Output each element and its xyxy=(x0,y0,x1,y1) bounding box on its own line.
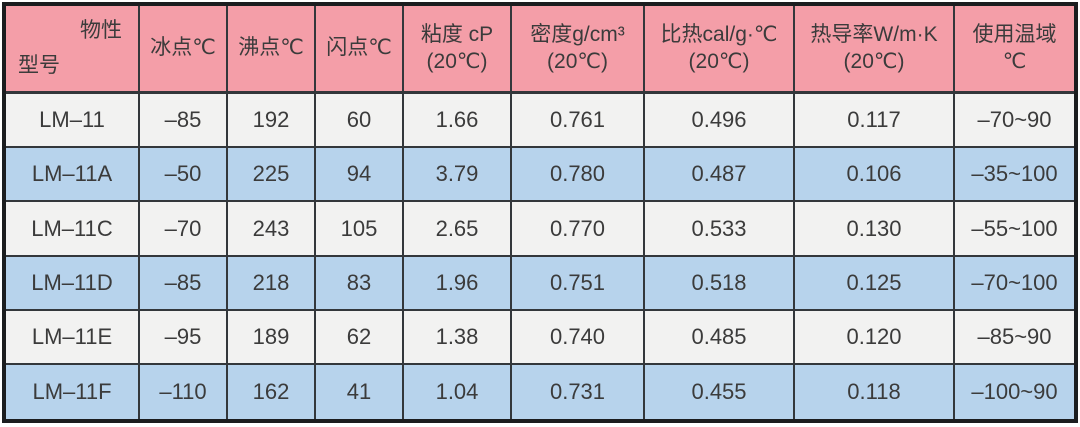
value-cell: 3.79 xyxy=(404,148,512,203)
model-cell: LM–11C xyxy=(6,202,140,257)
header-sublabel: ℃ xyxy=(1002,49,1027,73)
header-cell-thermal-conductivity: 热导率W/m·K (20℃) xyxy=(795,6,955,94)
value-cell: 0.117 xyxy=(795,94,955,149)
value-cell: 1.96 xyxy=(404,256,512,311)
value-cell: –70 xyxy=(140,202,228,257)
value-cell: 60 xyxy=(316,94,404,149)
value-cell: 0.120 xyxy=(795,310,955,365)
value-cell: 1.38 xyxy=(404,310,512,365)
model-cell: LM–11E xyxy=(6,310,140,365)
header-sublabel: (20℃) xyxy=(547,49,608,73)
header-cell-viscosity: 粘度 cP (20℃) xyxy=(404,6,512,94)
value-cell: 41 xyxy=(316,364,404,419)
value-cell: –85 xyxy=(140,94,228,149)
header-label: 使用温域 xyxy=(972,23,1057,47)
value-cell: –35~100 xyxy=(955,148,1074,203)
value-cell: 225 xyxy=(228,148,316,203)
value-cell: 0.731 xyxy=(512,364,645,419)
value-cell: –100~90 xyxy=(955,364,1074,419)
header-label: 沸点℃ xyxy=(238,36,304,60)
value-cell: –70~90 xyxy=(955,94,1074,149)
value-cell: 62 xyxy=(316,310,404,365)
value-cell: 0.740 xyxy=(512,310,645,365)
value-cell: 0.485 xyxy=(645,310,795,365)
value-cell: 162 xyxy=(228,364,316,419)
value-cell: 0.780 xyxy=(512,148,645,203)
value-cell: –55~100 xyxy=(955,202,1074,257)
header-label: 密度g/cm³ xyxy=(530,23,625,47)
header-sublabel: (20℃) xyxy=(426,49,488,73)
value-cell: 2.65 xyxy=(404,202,512,257)
header-cell-temp-range: 使用温域 ℃ xyxy=(955,6,1074,94)
header-cell-freezing-point: 冰点℃ xyxy=(140,6,228,94)
value-cell: 0.770 xyxy=(512,202,645,257)
diagonal-label-model: 型号 xyxy=(18,53,60,77)
header-sublabel: (20℃) xyxy=(843,49,905,73)
header-sublabel: (20℃) xyxy=(688,49,750,73)
value-cell: –110 xyxy=(140,364,228,419)
model-cell: LM–11 xyxy=(6,94,140,149)
model-cell: LM–11F xyxy=(6,364,140,419)
header-cell-flash-point: 闪点℃ xyxy=(316,6,404,94)
header-cell-density: 密度g/cm³ (20℃) xyxy=(512,6,645,94)
value-cell: 0.518 xyxy=(645,256,795,311)
value-cell: 0.761 xyxy=(512,94,645,149)
value-cell: 0.533 xyxy=(645,202,795,257)
value-cell: –50 xyxy=(140,148,228,203)
header-label: 粘度 cP xyxy=(420,23,494,47)
header-label: 闪点℃ xyxy=(326,36,392,60)
value-cell: 1.66 xyxy=(404,94,512,149)
value-cell: 0.106 xyxy=(795,148,955,203)
header-label: 冰点℃ xyxy=(150,36,216,60)
value-cell: 105 xyxy=(316,202,404,257)
diagonal-label-property: 物性 xyxy=(80,19,122,42)
value-cell: 218 xyxy=(228,256,316,311)
value-cell: 0.496 xyxy=(645,94,795,149)
value-cell: 189 xyxy=(228,310,316,365)
value-cell: 192 xyxy=(228,94,316,149)
header-label: 热导率W/m·K xyxy=(810,23,938,47)
value-cell: 0.125 xyxy=(795,256,955,311)
model-cell: LM–11D xyxy=(6,256,140,311)
value-cell: 83 xyxy=(316,256,404,311)
value-cell: –85 xyxy=(140,256,228,311)
header-cell-diagonal: 物性 型号 xyxy=(6,6,140,94)
value-cell: 1.04 xyxy=(404,364,512,419)
value-cell: –70~100 xyxy=(955,256,1074,311)
value-cell: 243 xyxy=(228,202,316,257)
header-label: 比热cal/g·℃ xyxy=(660,23,778,47)
header-cell-specific-heat: 比热cal/g·℃ (20℃) xyxy=(645,6,795,94)
value-cell: –95 xyxy=(140,310,228,365)
value-cell: –85~90 xyxy=(955,310,1074,365)
model-cell: LM–11A xyxy=(6,148,140,203)
value-cell: 0.130 xyxy=(795,202,955,257)
value-cell: 94 xyxy=(316,148,404,203)
value-cell: 0.487 xyxy=(645,148,795,203)
value-cell: 0.118 xyxy=(795,364,955,419)
value-cell: 0.455 xyxy=(645,364,795,419)
value-cell: 0.751 xyxy=(512,256,645,311)
header-cell-boiling-point: 沸点℃ xyxy=(228,6,316,94)
